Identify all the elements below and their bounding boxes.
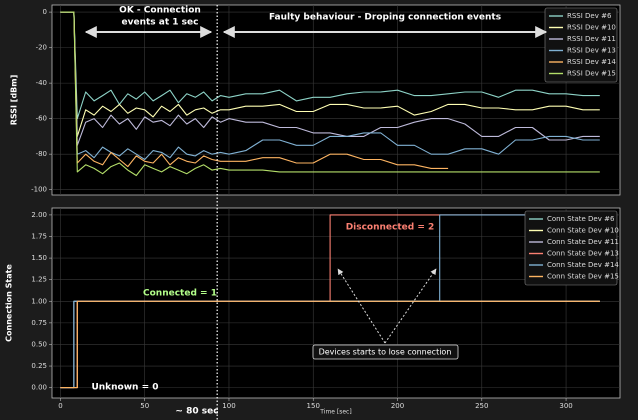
annotation: Unknown = 0 [91, 383, 158, 393]
series-line [60, 11, 600, 177]
legend-label: RSSI Dev #11 [567, 35, 616, 43]
y-tick-label: -60 [36, 115, 47, 123]
x-tick-label: 250 [475, 402, 488, 410]
annotation: events at 1 sec [122, 18, 199, 28]
annotation: Faulty behaviour - Droping connection ev… [269, 13, 501, 23]
legend-label: Conn State Dev #10 [547, 227, 619, 235]
y-tick-label: -100 [31, 186, 47, 194]
series-line [60, 11, 600, 120]
x-axis-label: Time [sec] [319, 409, 351, 416]
y-tick-label: 0.75 [31, 319, 47, 327]
arrow [337, 268, 386, 344]
x-tick-label: 100 [222, 402, 235, 410]
series-line [60, 11, 449, 169]
legend-label: RSSI Dev #6 [567, 12, 612, 20]
x-tick-label: 200 [391, 402, 404, 410]
x-tick-label: 0 [58, 402, 62, 410]
y-tick-label: 2.00 [31, 211, 47, 219]
series-line [60, 11, 600, 146]
x-tick-label: 50 [140, 402, 149, 410]
y-tick-label: 1.50 [31, 254, 47, 262]
legend-label: Conn State Dev #11 [547, 238, 619, 246]
legend-label: RSSI Dev #10 [567, 24, 616, 32]
y-tick-label: 0.25 [31, 362, 47, 370]
y-tick-label: 1.75 [31, 233, 47, 241]
legend-label: Conn State Dev #14 [547, 261, 619, 269]
legend-label: Conn State Dev #15 [547, 273, 619, 281]
axes-top [51, 4, 621, 196]
annotation: ~ 80 sec [175, 407, 218, 417]
legend-label: RSSI Dev #13 [567, 47, 616, 55]
legend-box [544, 7, 618, 83]
legend-label: RSSI Dev #15 [567, 70, 616, 78]
y-tick-label: 1.00 [31, 297, 47, 305]
legend-box [524, 210, 618, 286]
y-tick-label: -20 [36, 44, 47, 52]
series-line [60, 11, 600, 137]
annotation: OK - Connection [119, 6, 201, 16]
y-tick-label: 0.00 [31, 384, 47, 392]
y-axis-label: RSSI [dBm] [10, 75, 19, 126]
legend-label: Conn State Dev #6 [547, 215, 615, 223]
y-tick-label: -40 [36, 79, 47, 87]
y-tick-label: 0 [43, 8, 47, 16]
x-tick-label: 300 [559, 402, 572, 410]
y-tick-label: -80 [36, 150, 47, 158]
y-axis-label: Connection State [5, 264, 14, 342]
x-tick-label: 150 [307, 402, 320, 410]
arrow [384, 268, 437, 344]
y-tick-label: 0.50 [31, 340, 47, 348]
legend-label: Conn State Dev #13 [547, 250, 619, 258]
y-tick-label: 1.25 [31, 276, 47, 284]
annotation: Disconnected = 2 [346, 223, 435, 233]
series-line [60, 300, 600, 389]
annotation: Devices starts to lose connection [319, 348, 452, 357]
annotation-box [312, 344, 459, 360]
annotation: Connected = 1 [143, 289, 217, 299]
legend-label: RSSI Dev #14 [567, 58, 616, 66]
